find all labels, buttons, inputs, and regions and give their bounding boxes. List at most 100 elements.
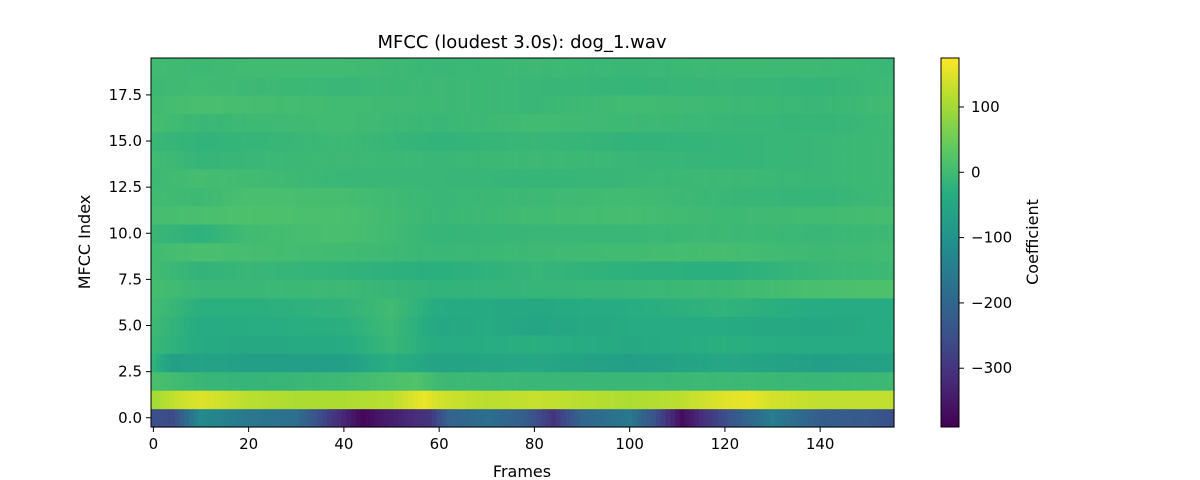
colorbar-gradient: [941, 58, 959, 427]
heatmap-cell: [803, 390, 809, 410]
heatmap-cell: [432, 297, 438, 317]
heatmap-cell: [360, 150, 366, 170]
heatmap-cell: [784, 76, 790, 96]
heatmap-cell: [365, 187, 371, 207]
heatmap-cell: [832, 353, 838, 373]
heatmap-cell: [446, 260, 452, 280]
heatmap-cell: [860, 279, 867, 299]
heatmap-cell: [274, 371, 281, 391]
heatmap-cell: [151, 113, 157, 133]
heatmap-cell: [565, 279, 571, 299]
heatmap-cell: [641, 260, 647, 280]
heatmap-cell: [584, 260, 590, 280]
heatmap-cell: [546, 279, 552, 299]
heatmap-cell: [651, 187, 657, 207]
x-axis-label: Frames: [493, 462, 551, 480]
heatmap-cell: [384, 390, 390, 410]
heatmap-cell: [441, 242, 447, 262]
heatmap-cell: [355, 260, 362, 280]
heatmap-cell: [670, 260, 676, 280]
heatmap-cell: [351, 316, 357, 336]
heatmap-cell: [717, 150, 724, 170]
heatmap-cell: [351, 150, 357, 170]
heatmap-cell: [636, 131, 643, 151]
heatmap-cell: [465, 113, 471, 133]
heatmap-cell: [274, 242, 281, 262]
heatmap-cell: [289, 297, 295, 317]
heatmap-cell: [498, 390, 505, 410]
heatmap-cell: [836, 297, 843, 317]
heatmap-cell: [179, 58, 185, 78]
heatmap-cell: [522, 408, 528, 428]
heatmap-cell: [708, 279, 714, 299]
heatmap-cell: [489, 58, 495, 78]
heatmap-cell: [846, 242, 852, 262]
heatmap-cell: [222, 353, 228, 373]
heatmap-cell: [208, 242, 214, 262]
heatmap-cell: [222, 168, 228, 188]
heatmap-cell: [279, 316, 285, 336]
heatmap-cell: [522, 187, 528, 207]
heatmap-cell: [760, 224, 766, 244]
heatmap-cell: [355, 205, 362, 225]
heatmap-cell: [308, 390, 314, 410]
heatmap-cell: [827, 58, 833, 78]
heatmap-cell: [727, 187, 733, 207]
heatmap-cell: [365, 408, 371, 428]
heatmap-cell: [417, 58, 424, 78]
heatmap-cell: [841, 224, 847, 244]
heatmap-cell: [889, 224, 895, 244]
heatmap-cell: [779, 168, 786, 188]
heatmap-cell: [408, 224, 414, 244]
heatmap-cell: [451, 260, 457, 280]
heatmap-cell: [584, 297, 590, 317]
heatmap-cell: [455, 408, 462, 428]
heatmap-cell: [851, 113, 857, 133]
heatmap-cell: [189, 224, 195, 244]
heatmap-cell: [370, 390, 376, 410]
heatmap-cell: [832, 334, 838, 354]
heatmap-cell: [522, 260, 528, 280]
heatmap-cell: [398, 113, 405, 133]
x-axis: 0 20 40 60 80 100 120 140: [149, 427, 834, 453]
heatmap-cell: [579, 297, 586, 317]
heatmap-cell: [693, 408, 700, 428]
heatmap-cell: [312, 353, 319, 373]
heatmap-cell: [484, 279, 490, 299]
heatmap-cell: [636, 168, 643, 188]
heatmap-cell: [189, 353, 195, 373]
heatmap-cell: [508, 334, 514, 354]
heatmap-cell: [503, 260, 509, 280]
heatmap-cell: [755, 371, 762, 391]
heatmap-cell: [351, 168, 357, 188]
heatmap-cell: [855, 168, 862, 188]
heatmap-cell: [803, 76, 809, 96]
heatmap-cell: [860, 371, 867, 391]
heatmap-cell: [774, 224, 781, 244]
heatmap-cell: [827, 390, 833, 410]
heatmap-cell: [236, 408, 243, 428]
heatmap-cell: [784, 58, 790, 78]
heatmap-cell: [441, 260, 447, 280]
heatmap-cell: [870, 150, 876, 170]
heatmap-cell: [303, 224, 309, 244]
heatmap-cell: [231, 131, 238, 151]
heatmap-cell: [808, 408, 814, 428]
heatmap-cell: [379, 113, 385, 133]
heatmap-cell: [841, 334, 847, 354]
heatmap-cell: [517, 297, 524, 317]
heatmap-cell: [479, 150, 485, 170]
heatmap-cell: [384, 131, 390, 151]
heatmap-cell: [612, 58, 619, 78]
heatmap-cell: [355, 131, 362, 151]
heatmap-cell: [617, 76, 624, 96]
heatmap-cell: [165, 297, 171, 317]
heatmap-cell: [327, 113, 333, 133]
heatmap-cell: [632, 279, 638, 299]
heatmap-cell: [760, 187, 766, 207]
heatmap-cell: [855, 353, 862, 373]
heatmap-cell: [770, 279, 776, 299]
heatmap-cell: [570, 205, 576, 225]
heatmap-cell: [584, 224, 590, 244]
heatmap-cell: [803, 224, 809, 244]
